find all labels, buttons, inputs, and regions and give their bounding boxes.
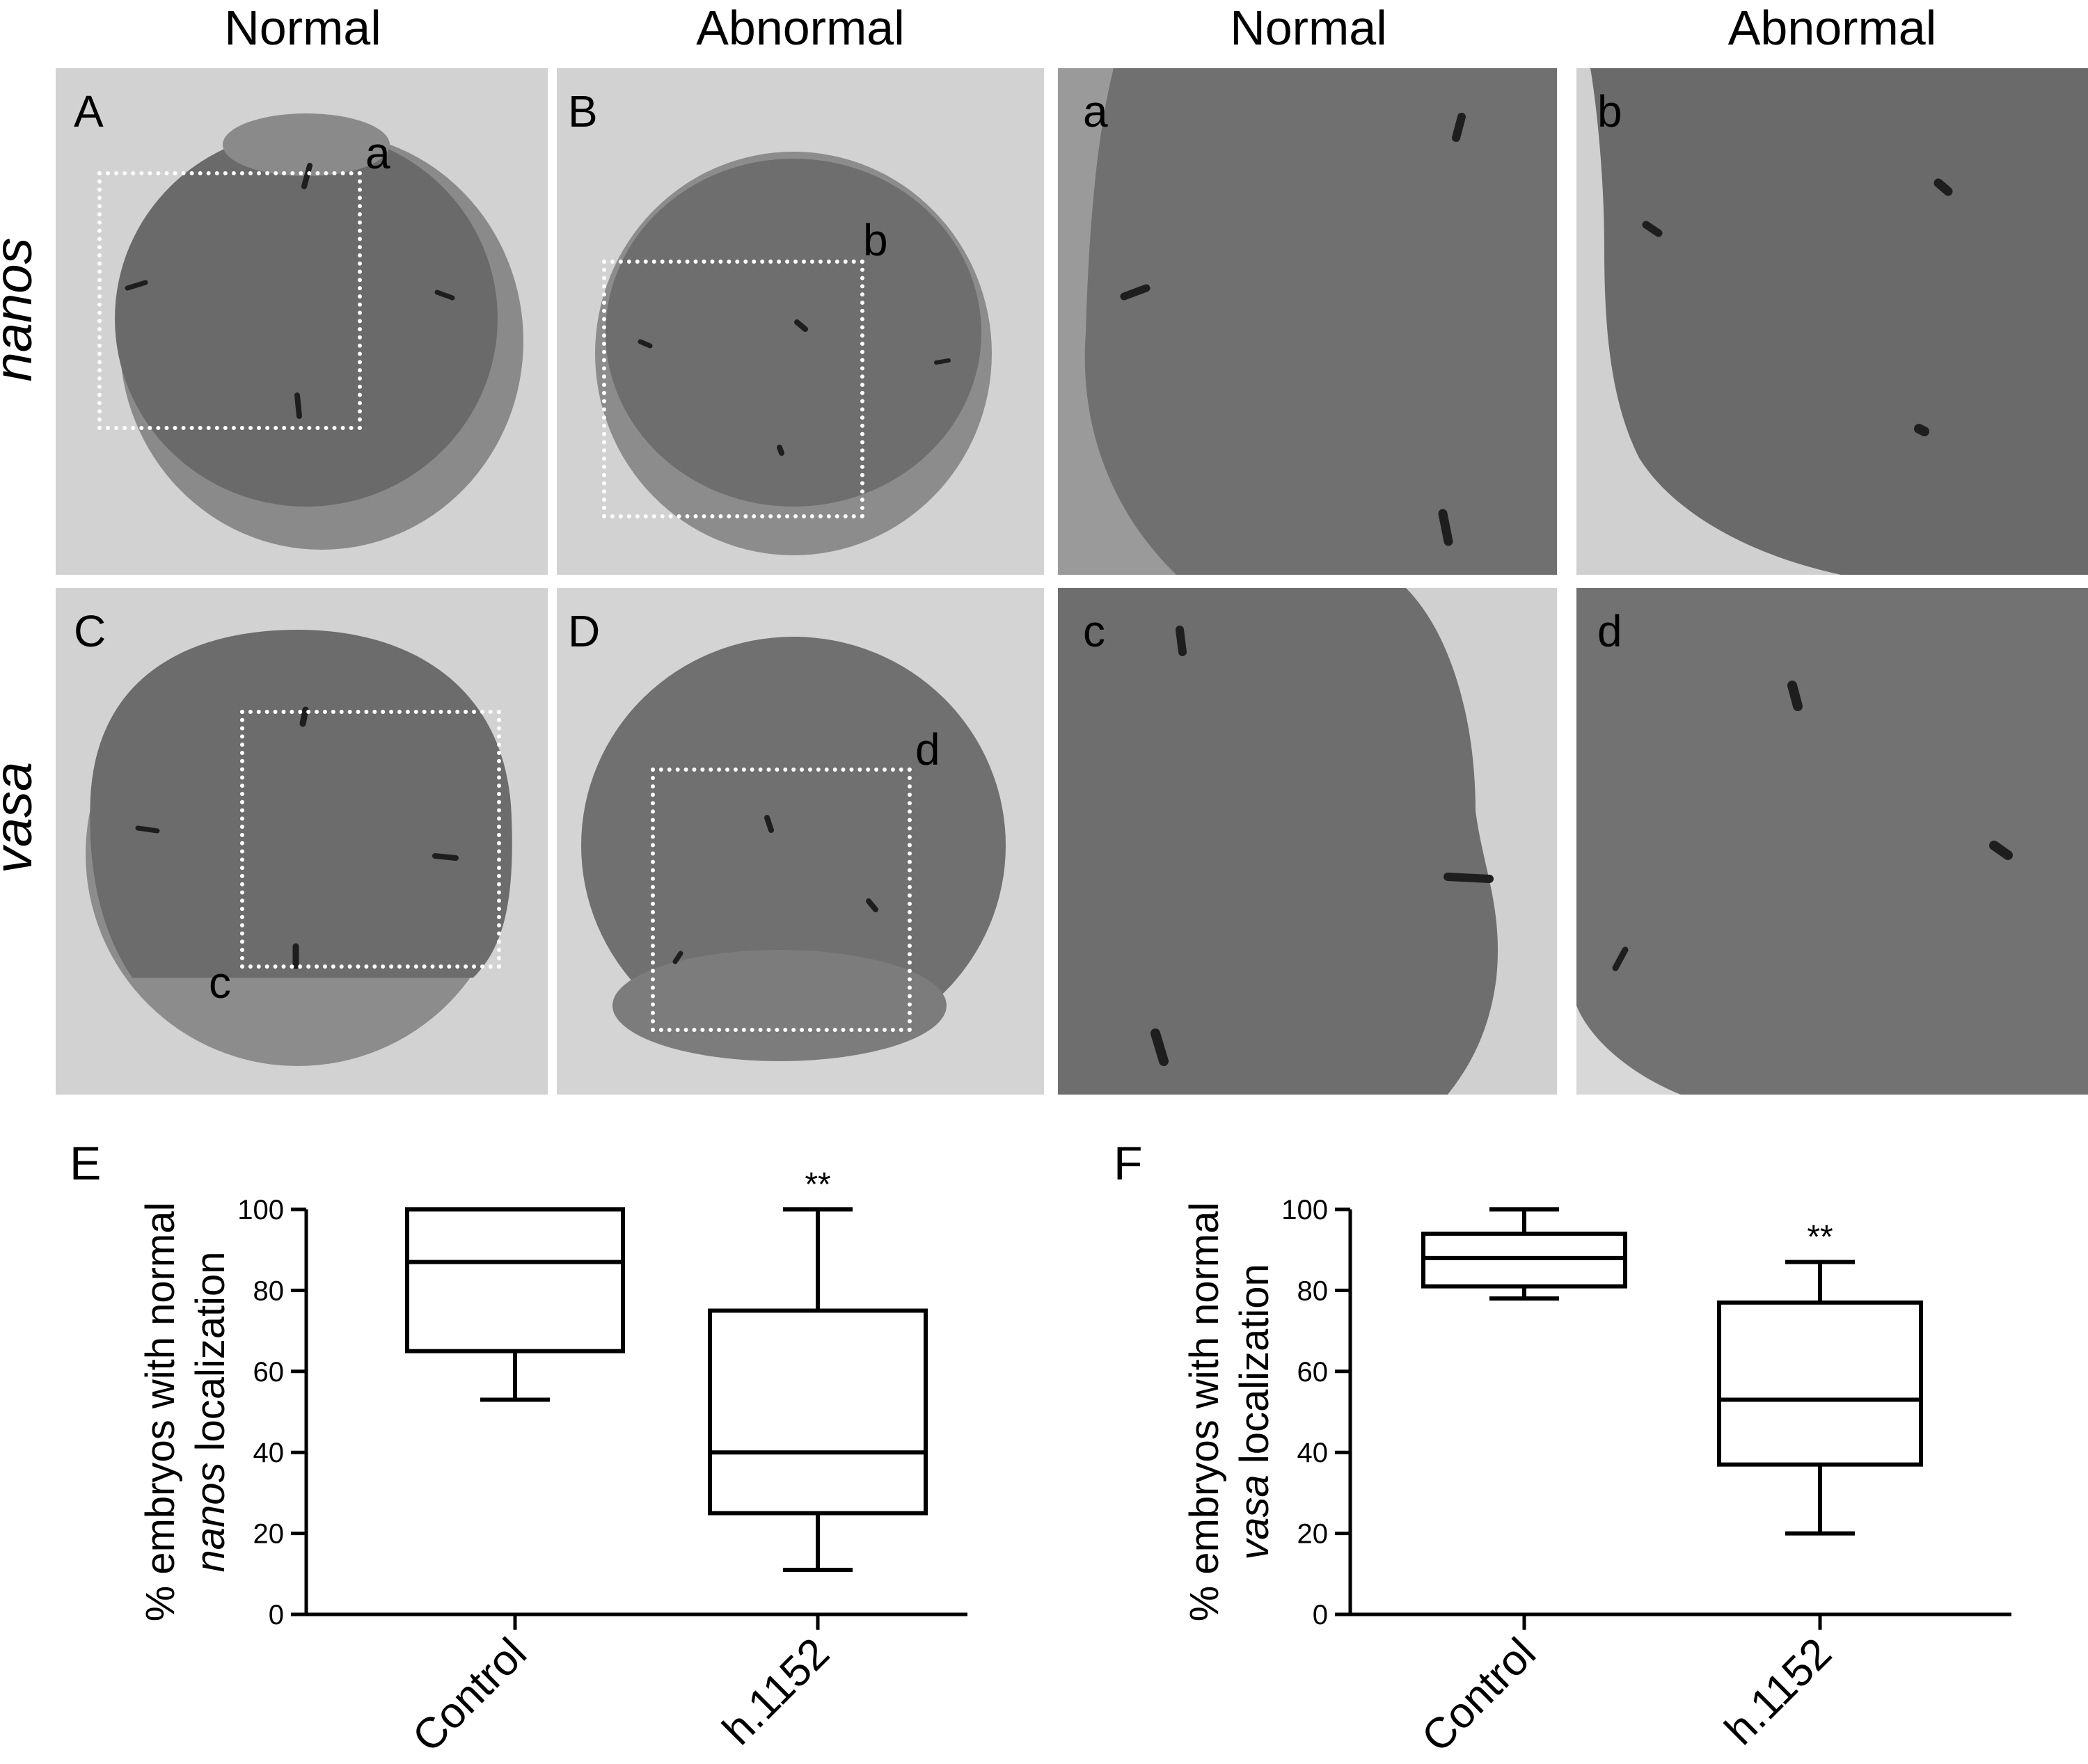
y-tick-label: 40	[253, 1438, 285, 1468]
y-tick-label: 0	[1313, 1600, 1328, 1630]
y-tick-label: 60	[1297, 1357, 1329, 1388]
y-tick-label: 20	[253, 1519, 285, 1550]
chart-panel-label: F	[1114, 1137, 1143, 1190]
image-panel-b: b	[1576, 68, 2088, 575]
column-header-abnormal-2: Abnormal	[1727, 1, 1937, 55]
panel-label-a: a	[1083, 86, 1108, 136]
y-axis-label-rest: localization	[1232, 1264, 1277, 1475]
box-h.1152	[708, 1308, 928, 1516]
panel-label-c: c	[1083, 606, 1105, 656]
image-panel-A: A a	[56, 68, 548, 575]
inset-box-b	[602, 260, 864, 518]
y-axis-label-line2: vasa localization	[1232, 1264, 1277, 1560]
column-header-normal-1: Normal	[224, 1, 381, 55]
x-tick-label: h.1152	[1716, 1629, 1841, 1754]
inset-label-d: d	[915, 724, 940, 774]
y-axis-label-gene: vasa	[1232, 1475, 1277, 1560]
row-label-nanos: nanos	[0, 237, 43, 382]
panel-label-D: D	[568, 606, 601, 656]
y-tick-label: 0	[269, 1600, 284, 1630]
row-label-vasa: vasa	[0, 761, 43, 874]
embryo-zoom-b	[1576, 68, 2088, 575]
y-axis-label-gene: nanos	[188, 1463, 233, 1573]
x-tick-label: h.1152	[713, 1629, 839, 1754]
embryo-zoom-c	[1058, 588, 1557, 1095]
panel-label-B: B	[568, 86, 598, 136]
box-Control	[405, 1207, 625, 1353]
y-axis-label-line1: % embryos with normal	[138, 1202, 183, 1622]
x-tick-label: Control	[1413, 1629, 1545, 1761]
chart-panel-label: E	[70, 1137, 101, 1190]
image-panel-a: a	[1058, 68, 1557, 575]
inset-box-a	[97, 171, 362, 430]
embryo-image-C	[56, 588, 548, 1095]
box-plot-F: F % embryos with normal vasa localization 0…	[1114, 1137, 2011, 1761]
y-axis-label: % embryos with normal vasa localization	[1182, 1202, 1277, 1622]
y-axis-label: % embryos with normal nanos localization	[138, 1202, 233, 1622]
significance-marker: **	[805, 1166, 830, 1203]
inset-label-c: c	[209, 958, 231, 1008]
significance-marker: **	[1807, 1219, 1833, 1256]
panel-label-A: A	[74, 86, 104, 136]
column-header-abnormal-1: Abnormal	[696, 1, 905, 55]
column-header-normal-2: Normal	[1230, 1, 1387, 55]
image-panel-C: C c	[56, 588, 548, 1095]
embryo-image-B	[557, 68, 1044, 575]
chart-F: F % embryos with normal vasa localization 0…	[1044, 1113, 2088, 1761]
x-tick-label: Control	[404, 1629, 536, 1761]
embryo-image-D	[557, 588, 1044, 1095]
inset-box-d	[651, 768, 912, 1032]
y-axis-label-line1: % embryos with normal	[1182, 1202, 1227, 1622]
image-panel-d: d	[1576, 588, 2088, 1095]
image-panel-B: B b	[557, 68, 1044, 575]
y-tick-label: 20	[1297, 1519, 1329, 1550]
embryo-zoom-d	[1576, 588, 2088, 1095]
panel-label-d: d	[1597, 606, 1622, 656]
y-tick-label: 100	[1281, 1195, 1328, 1225]
image-panel-D: D d	[557, 588, 1044, 1095]
y-tick-label: 60	[253, 1357, 285, 1388]
inset-box-c	[240, 710, 501, 969]
inset-label-b: b	[863, 215, 888, 265]
y-tick-label: 40	[1297, 1438, 1329, 1468]
box-h.1152	[1717, 1300, 1923, 1467]
inset-label-a: a	[365, 128, 390, 178]
embryo-image-A	[56, 68, 548, 575]
y-axis-label-line2: nanos localization	[188, 1251, 233, 1572]
chart-E: E % embryos with normal nanos localization…	[0, 1113, 1044, 1761]
y-axis-label-rest: localization	[188, 1251, 233, 1462]
panel-label-b: b	[1597, 86, 1622, 136]
y-tick-label: 80	[1297, 1276, 1329, 1306]
box-plot-E: E % embryos with normal nanos localization…	[70, 1137, 967, 1761]
y-tick-label: 80	[253, 1276, 285, 1306]
embryo-zoom-a	[1058, 68, 1557, 575]
panel-label-C: C	[74, 606, 106, 656]
y-tick-label: 100	[237, 1195, 284, 1225]
image-panel-c: c	[1058, 588, 1557, 1095]
